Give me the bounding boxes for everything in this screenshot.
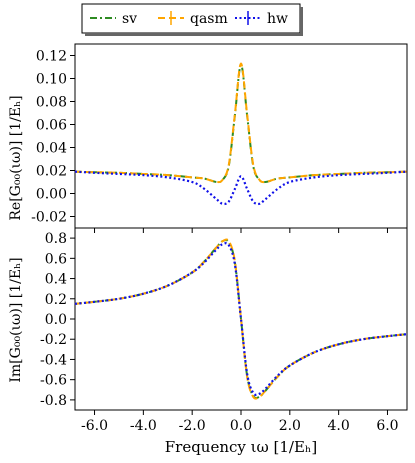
top-series-lines — [74, 62, 408, 206]
top-y-tick-label: 0.06 — [36, 118, 67, 134]
top-y-tick-label: 0.00 — [36, 187, 67, 203]
x-tick-label: 4.0 — [328, 418, 350, 434]
top-y-tick-label: 0.12 — [36, 49, 67, 65]
bottom-y-ticks: -0.8 -0.6 -0.4 -0.2 0.0 0.2 0.4 0.6 0.8 — [40, 231, 75, 409]
x-tick-label: 2.0 — [279, 418, 301, 434]
top-y-tick-label: -0.02 — [31, 210, 67, 226]
bottom-series-line-sv — [74, 239, 408, 399]
top-series-line-sv — [74, 63, 408, 184]
bottom-series-line-hw — [74, 242, 408, 396]
x-tick-label: -4.0 — [130, 418, 157, 434]
legend: sv qasm hw — [81, 3, 303, 36]
top-series-line-hw — [74, 170, 408, 206]
x-tick-label: -2.0 — [179, 418, 206, 434]
legend-box — [81, 3, 301, 34]
x-tick-label: 6.0 — [376, 418, 398, 434]
top-panel: -0.02 0.00 0.02 0.04 0.06 0.08 0.10 0.12 Re[G₀₀… — [8, 43, 408, 233]
x-tick-label: 0.0 — [230, 418, 252, 434]
bottom-y-axis-label: Im[G₀₀(ιω)] [1/Eₕ] — [8, 257, 24, 382]
legend-shadow-side — [300, 7, 303, 36]
bottom-y-tick-label: -0.2 — [40, 332, 67, 348]
bottom-y-tick-label: -0.8 — [40, 393, 67, 409]
top-y-tick-label: 0.02 — [36, 164, 67, 180]
top-series-line-qasm — [74, 62, 408, 184]
top-y-tick-label: 0.04 — [36, 141, 67, 157]
bottom-y-tick-label: 0.4 — [45, 272, 67, 288]
legend-items: sv qasm hw — [90, 11, 288, 27]
top-plot-frame — [74, 43, 408, 229]
x-tick-label: -6.0 — [81, 418, 108, 434]
top-y-axis-label: Re[G₀₀(ιω)] [1/Eₕ] — [8, 95, 24, 220]
x-axis-label: Frequency ιω [1/Eₕ] — [165, 438, 318, 456]
top-y-ticks: -0.02 0.00 0.02 0.04 0.06 0.08 0.10 0.12 — [31, 49, 388, 233]
bottom-series-lines — [74, 238, 408, 400]
bottom-y-tick-label: 0.0 — [45, 312, 67, 328]
bottom-y-tick-label: 0.6 — [45, 251, 67, 267]
bottom-panel: -0.8 -0.6 -0.4 -0.2 0.0 0.2 0.4 0.6 0.8 -6.0 -4.0… — [8, 227, 408, 456]
bottom-y-tick-label: 0.8 — [45, 231, 67, 247]
bottom-y-tick-label: -0.6 — [40, 373, 67, 389]
bottom-x-ticks: -6.0 -4.0 -2.0 0.0 2.0 4.0 6.0 — [81, 410, 399, 434]
bottom-y-tick-label: -0.4 — [40, 352, 67, 368]
legend-shadow — [85, 33, 303, 36]
legend-label-sv: sv — [122, 11, 137, 27]
top-y-tick-label: 0.10 — [36, 72, 67, 88]
bottom-y-tick-label: 0.2 — [45, 292, 67, 308]
legend-label-qasm: qasm — [190, 11, 228, 27]
legend-label-hw: hw — [267, 11, 288, 27]
top-y-tick-label: 0.08 — [36, 95, 67, 111]
